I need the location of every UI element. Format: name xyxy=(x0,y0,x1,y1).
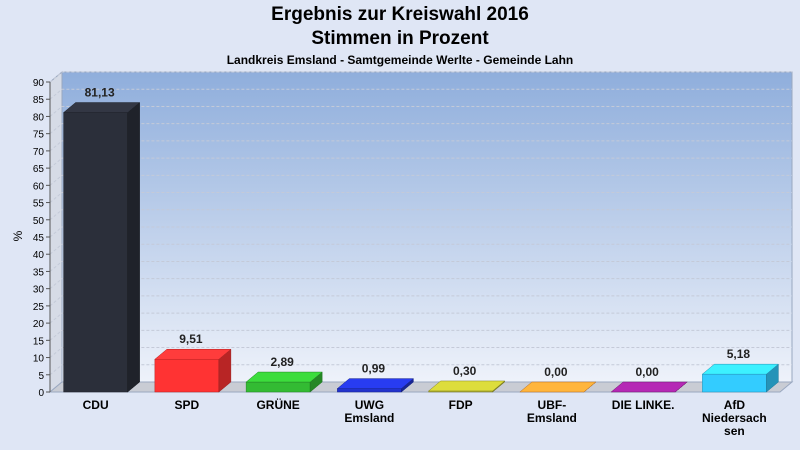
data-label: 81,13 xyxy=(85,86,115,100)
gridline xyxy=(49,295,792,307)
bar-top xyxy=(154,348,232,360)
y-tick-label: 70 xyxy=(33,147,45,158)
y-axis-label: % xyxy=(11,230,25,241)
data-label: 2,89 xyxy=(270,355,294,369)
gridline xyxy=(49,260,792,272)
y-tick-label: 55 xyxy=(33,199,45,210)
gridline xyxy=(49,174,792,186)
y-tick-label: 60 xyxy=(33,181,45,192)
data-label: 5,18 xyxy=(727,347,751,361)
y-tick-label: 45 xyxy=(33,233,45,244)
gridline xyxy=(49,329,792,341)
chart-title: Ergebnis zur Kreiswahl 2016 xyxy=(271,4,529,25)
y-tick-label: 35 xyxy=(33,267,45,278)
plot-background xyxy=(48,70,794,394)
y-tick-label: 50 xyxy=(33,216,45,227)
y-axis: 0 5 10 15 20 25 30 35 40 45 50 55 60 65 70 75 80 85 90 xyxy=(33,78,51,399)
bar-group: 5,18 xyxy=(701,347,780,393)
gridline xyxy=(49,347,792,358)
bar-group: 81,13 xyxy=(62,86,141,393)
bar xyxy=(63,112,128,393)
bar-group: 0,30 xyxy=(427,364,506,393)
data-label: 0,99 xyxy=(362,362,386,376)
y-tick-label: 0 xyxy=(38,388,44,399)
x-tick-label: GRÜNE xyxy=(256,397,299,412)
bar xyxy=(337,388,402,393)
bar-top xyxy=(336,378,415,389)
gridline xyxy=(49,71,792,83)
bar-group: 2,89 xyxy=(245,355,323,393)
x-tick-label: UWG xyxy=(355,398,384,412)
data-label: 0,00 xyxy=(544,365,568,379)
y-tick-label: 20 xyxy=(33,319,45,330)
x-tick-label: sen xyxy=(724,424,745,438)
gridline xyxy=(49,243,792,255)
bars: 81,13 9,51 2,89 0,99 0,30 0,00 0,00 5,18 xyxy=(62,86,780,393)
x-tick-label: DIE LINKE. xyxy=(612,398,675,412)
gridline xyxy=(49,157,792,169)
x-tick-label: CDU xyxy=(83,398,109,412)
gridline xyxy=(49,226,792,238)
gridline xyxy=(49,192,792,203)
gridline xyxy=(49,312,792,324)
gridlines xyxy=(49,71,792,376)
data-label: 0,30 xyxy=(453,364,477,378)
bar-top xyxy=(701,363,780,375)
y-tick-label: 65 xyxy=(33,164,45,175)
x-tick-label: Emsland xyxy=(527,411,577,425)
y-tick-label: 90 xyxy=(33,78,45,89)
y-tick-label: 75 xyxy=(33,130,45,141)
bar-top xyxy=(245,371,323,383)
y-tick-label: 40 xyxy=(33,250,45,261)
bar xyxy=(702,373,767,393)
gridline xyxy=(49,364,792,376)
bar xyxy=(245,381,311,393)
gridline xyxy=(49,140,792,152)
bar-group: 0,99 xyxy=(336,362,415,393)
y-tick-label: 85 xyxy=(33,95,45,106)
bar-top xyxy=(519,381,597,393)
bar-top xyxy=(427,380,506,392)
chart-subtitle: Landkreis Emsland - Samtgemeinde Werlte … xyxy=(226,53,574,67)
gridline xyxy=(49,88,792,100)
y-tick-label: 15 xyxy=(33,336,45,347)
bar-top xyxy=(62,102,141,113)
bar-group: 0,00 xyxy=(519,365,597,393)
y-tick-label: 80 xyxy=(33,112,45,123)
x-tick-label: SPD xyxy=(175,398,200,412)
data-label: 0,00 xyxy=(635,365,659,379)
x-tick-label: AfD xyxy=(724,398,746,412)
bar-group: 9,51 xyxy=(154,332,232,393)
x-tick-label: FDP xyxy=(449,398,473,412)
gridline xyxy=(49,278,792,290)
bar-side xyxy=(127,102,140,393)
x-tick-label: Niedersach xyxy=(702,411,767,425)
bar xyxy=(154,358,220,393)
x-tick-label: Emsland xyxy=(344,411,394,425)
gridline xyxy=(49,123,792,135)
chart-title-line-2: Stimmen in Prozent xyxy=(311,28,489,49)
y-tick-label: 25 xyxy=(33,302,45,313)
data-label: 9,51 xyxy=(179,332,203,346)
gridline xyxy=(49,209,792,221)
y-tick-label: 5 xyxy=(38,371,44,382)
x-tick-label: UBF- xyxy=(538,398,567,412)
gridline xyxy=(49,105,792,117)
bar-top xyxy=(610,381,688,393)
y-tick-label: 10 xyxy=(33,354,45,365)
y-tick-label: 30 xyxy=(33,285,45,296)
bar-group: 0,00 xyxy=(610,365,688,393)
